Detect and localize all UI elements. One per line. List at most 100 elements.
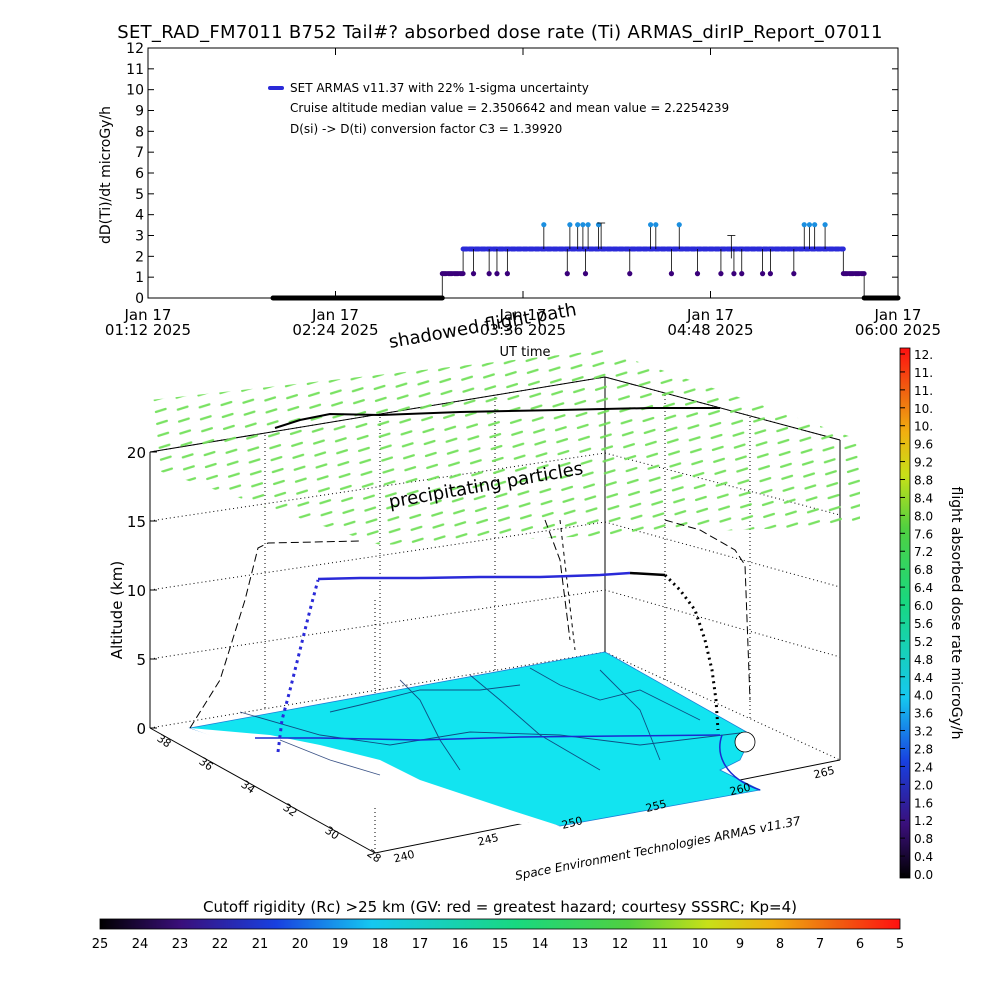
dose-colorbar-tick-label: 0.8 <box>914 832 933 846</box>
rigidity-colorbar-tick-label: 9 <box>736 937 744 952</box>
dose-colorbar-tick-label: 1.2 <box>914 814 933 828</box>
x-tick-time: 01:12 2025 <box>105 321 191 339</box>
legend-entry-series: SET ARMAS v11.37 with 22% 1-sigma uncert… <box>290 81 589 95</box>
y-tick-label: 7 <box>135 145 144 161</box>
rigidity-colorbar-tick-label: 13 <box>572 937 589 952</box>
x-tick-date: Jan 17 <box>874 306 922 324</box>
rigidity-colorbar-tick-label: 17 <box>412 937 429 952</box>
data-point-high <box>567 222 573 228</box>
dose-colorbar-tick-label: 2.0 <box>914 778 933 792</box>
data-point-high <box>580 222 586 228</box>
shadow-flight-path-mid <box>559 519 576 651</box>
legend-median-mean: Cruise altitude median value = 2.3506642… <box>290 101 729 115</box>
y-tick-label: 1 <box>135 270 144 286</box>
dose-colorbar-tick-label: 8.0 <box>914 509 933 523</box>
data-point-high <box>801 222 807 228</box>
dose-colorbar-tick-label: 10. <box>914 420 933 434</box>
x-tick-time: 02:24 2025 <box>292 321 378 339</box>
longitude-tick-label: 240 <box>392 848 416 866</box>
flight-3d-plot: shadowed flight path precipitating parti… <box>108 299 860 883</box>
dose-colorbar-tick-label: 0.0 <box>914 868 933 882</box>
rigidity-colorbar-title: Cutoff rigidity (Rc) >25 km (GV: red = g… <box>203 898 797 916</box>
data-point-high <box>541 222 547 228</box>
x-tick-time: 06:00 2025 <box>855 321 941 339</box>
dose-colorbar-tick-label: 4.0 <box>914 689 933 703</box>
legend: SET ARMAS v11.37 with 22% 1-sigma uncert… <box>268 81 729 136</box>
dose-colorbar: 0.0 0.4 0.8 1.2 1.6 2.0 2.4 2.8 3.2 3.6 4.0 4.4 4.8 5… <box>899 347 964 882</box>
z-tick-label: 15 <box>127 513 146 531</box>
x-tick-date: Jan 17 <box>124 306 172 324</box>
x-tick-time: 03:36 2025 <box>480 321 566 339</box>
dose-colorbar-tick-label: 4.8 <box>914 653 933 667</box>
dose-colorbar-tick-label: 8.8 <box>914 474 933 488</box>
rigidity-colorbar-fill <box>99 918 901 930</box>
chart-title: SET_RAD_FM7011 B752 Tail#? absorbed dose… <box>117 22 883 43</box>
data-point-low <box>470 271 477 277</box>
x-tick-time: 04:48 2025 <box>667 321 753 339</box>
data-point-high <box>653 222 659 228</box>
y-tick-label: 0 <box>135 291 144 307</box>
dose-colorbar-tick-label: 3.6 <box>914 707 933 721</box>
data-point-low <box>731 271 737 277</box>
y-axis-label: dD(Ti)/dt microGy/h <box>98 106 114 244</box>
dose-colorbar-tick-label: 0.4 <box>914 850 933 864</box>
rigidity-colorbar-tick-label: 12 <box>612 937 629 952</box>
data-point-low <box>739 271 745 277</box>
data-point-high <box>585 222 591 228</box>
rigidity-colorbar-tick-label: 21 <box>252 937 269 952</box>
data-point-low <box>494 271 500 277</box>
dose-colorbar-tick-label: 3.2 <box>914 725 933 739</box>
rigidity-colorbar-tick-label: 7 <box>816 937 824 952</box>
latitude-tick-label: 32 <box>281 801 300 820</box>
data-point-low <box>486 271 492 277</box>
z-axis-label: Altitude (km) <box>108 561 126 659</box>
z-tick-label: 5 <box>136 651 146 669</box>
dose-colorbar-tick-label: 6.4 <box>914 581 933 595</box>
rigidity-colorbar-tick-label: 20 <box>292 937 309 952</box>
latitude-tick-label: 28 <box>365 847 384 866</box>
z-tick-label: 10 <box>127 582 146 600</box>
rigidity-colorbar-tick-label: 6 <box>856 937 864 952</box>
rigidity-colorbar-tick-label: 25 <box>92 937 109 952</box>
x-tick-date: Jan 17 <box>499 306 547 324</box>
y-tick-label: 12 <box>126 41 144 57</box>
map-coastline <box>190 728 560 830</box>
data-point-high <box>676 222 682 228</box>
y-tick-label: 8 <box>135 124 144 140</box>
data-point-high <box>575 222 581 228</box>
z-tick-label: 20 <box>127 444 146 462</box>
y-tick-label: 3 <box>135 229 144 245</box>
flight-descent <box>663 573 720 731</box>
dose-colorbar-tick-label: 12. <box>914 348 933 362</box>
longitude-tick-label: 245 <box>476 831 500 849</box>
arrival-circle <box>734 731 756 753</box>
dose-colorbar-tick-label: 11. <box>914 366 933 380</box>
dose-colorbar-tick-label: 8.4 <box>914 491 933 505</box>
dose-colorbar-tick-label: 2.8 <box>914 742 933 756</box>
y-tick-label: 11 <box>126 62 144 78</box>
rigidity-colorbar-tick-label: 18 <box>372 937 389 952</box>
flight-cruise <box>317 571 631 581</box>
data-point-low <box>504 271 510 277</box>
y-tick-label: 9 <box>135 104 144 120</box>
z-axis-ticks: 0 5 10 15 20 <box>127 444 157 738</box>
latitude-tick-label: 38 <box>155 732 174 751</box>
dose-colorbar-label: flight absorbed dose rate microGy/h <box>948 487 964 740</box>
dose-colorbar-tick-label: 7.2 <box>914 545 933 559</box>
dose-colorbar-tick-label: 5.6 <box>914 617 933 631</box>
ground-track <box>255 734 721 741</box>
data-point-low <box>627 271 633 277</box>
rigidity-colorbar-tick-label: 10 <box>692 937 709 952</box>
shadow-flight-path-right <box>664 519 751 701</box>
map-borders <box>239 667 741 776</box>
latitude-tick-label: 34 <box>239 778 258 797</box>
data-point-low <box>718 271 724 277</box>
y-tick-label: 5 <box>135 187 144 203</box>
longitude-tick-label: 265 <box>812 764 836 782</box>
data-point-high <box>822 222 828 228</box>
dose-colorbar-tick-label: 5.2 <box>914 635 933 649</box>
dose-colorbar-fill <box>899 347 911 879</box>
